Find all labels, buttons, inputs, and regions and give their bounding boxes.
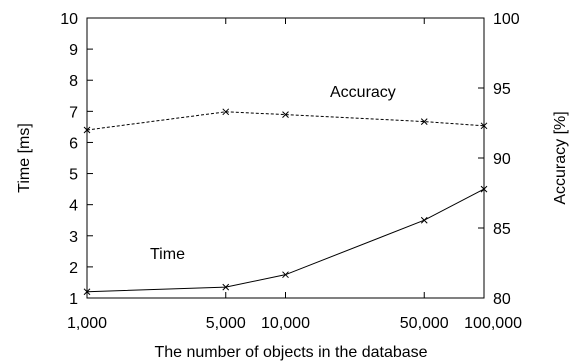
y-right-tick-label: 95 (493, 81, 511, 98)
data-point-accuracy (480, 122, 488, 130)
y-left-tick-label: 6 (69, 135, 78, 152)
data-point-time (282, 271, 289, 279)
data-point-accuracy (420, 118, 428, 125)
x-axis-title: The number of objects in the database (154, 344, 427, 361)
y-right-tick-label: 100 (493, 11, 520, 28)
data-point-accuracy (83, 126, 91, 134)
x-tick-label: 1,000 (67, 315, 107, 332)
x-tick-label: 100,000 (464, 315, 522, 332)
y-right-axis-title: Accuracy [%] (552, 111, 569, 204)
data-point-time (222, 283, 230, 291)
series-label-time: Time (150, 246, 185, 263)
data-point-time (420, 216, 428, 224)
y-left-axis-title: Time [ms] (16, 123, 33, 193)
plot-frame (86, 17, 485, 299)
data-point-time (83, 288, 91, 296)
y-left-tick-label: 3 (69, 229, 78, 246)
series-label-accuracy: Accuracy (330, 84, 396, 101)
data-point-time (480, 185, 488, 193)
x-tick-label: 50,000 (400, 315, 449, 332)
y-right-tick-label: 90 (493, 151, 511, 168)
y-left-tick-label: 9 (69, 42, 78, 59)
y-right-tick-label: 80 (493, 291, 511, 308)
data-point-accuracy (282, 111, 289, 118)
y-right-tick-label: 85 (493, 221, 511, 238)
series-line-time (86, 188, 485, 293)
data-point-accuracy (222, 108, 230, 116)
y-left-tick-label: 1 (69, 291, 78, 308)
y-left-tick-label: 4 (69, 198, 78, 215)
y-left-tick-label: 8 (69, 73, 78, 90)
y-left-tick-label: 2 (69, 260, 78, 277)
x-tick-label: 10,000 (261, 315, 310, 332)
x-tick-label: 5,000 (206, 315, 246, 332)
y-left-tick-label: 10 (60, 11, 78, 28)
y-left-tick-label: 5 (69, 167, 78, 184)
y-left-tick-label: 7 (69, 104, 78, 121)
